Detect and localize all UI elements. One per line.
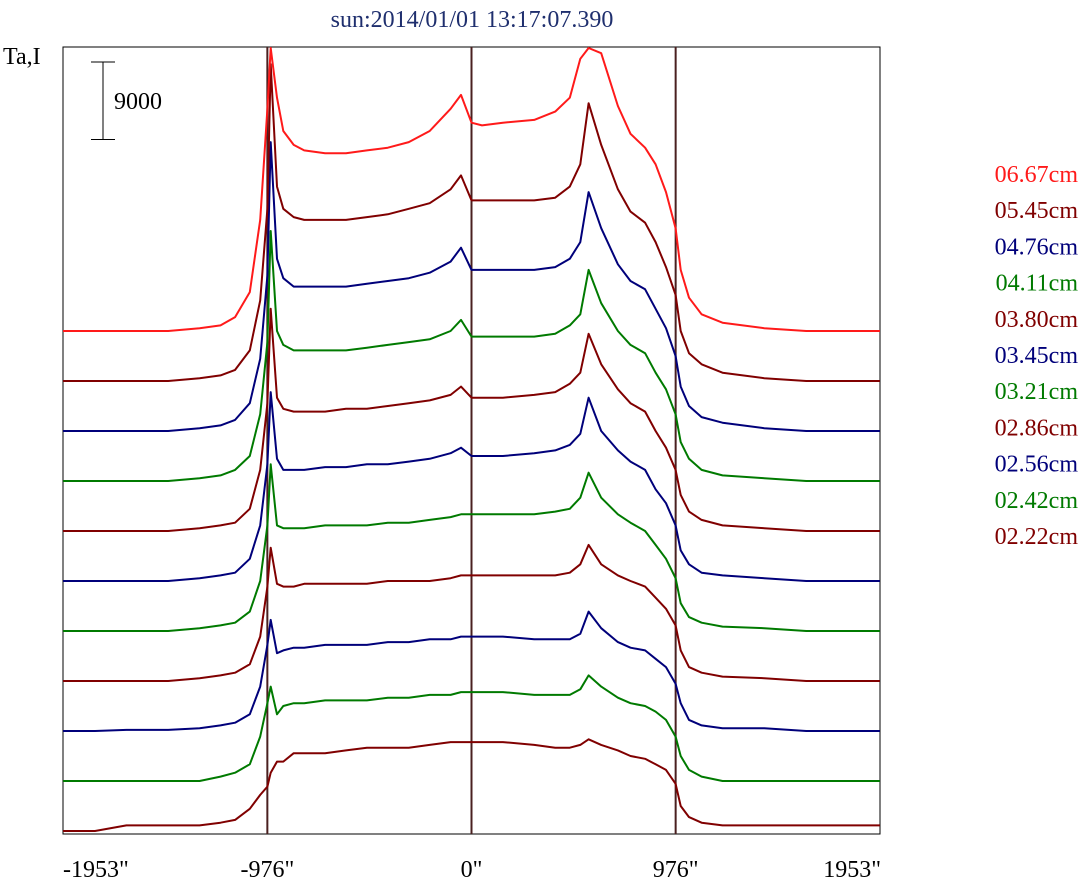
legend-entry-02.42cm: 02.42cm xyxy=(995,488,1079,514)
series-line-03.21cm xyxy=(63,463,880,632)
legend-entry-03.45cm: 03.45cm xyxy=(995,343,1079,369)
legend-entry-04.76cm: 04.76cm xyxy=(995,234,1079,260)
legend-entry-05.45cm: 05.45cm xyxy=(995,198,1079,224)
x-tick-label-3: 976" xyxy=(653,857,699,883)
series-group xyxy=(63,47,880,832)
x-tick-label-0: -1953" xyxy=(63,857,129,883)
x-tick-label-4: 1953" xyxy=(823,857,881,883)
legend-entry-03.80cm: 03.80cm xyxy=(995,307,1079,333)
chart-title: sun:2014/01/01 13:17:07.390 xyxy=(331,7,614,33)
series-line-06.67cm xyxy=(63,47,880,332)
legend-entry-06.67cm: 06.67cm xyxy=(995,162,1079,188)
series-line-04.76cm xyxy=(63,141,880,432)
series-line-02.56cm xyxy=(63,610,880,732)
series-line-05.45cm xyxy=(63,63,880,382)
legend-entry-02.56cm: 02.56cm xyxy=(995,452,1079,478)
legend: 06.67cm 05.45cm 04.76cm 04.11cm 03.80cm 03.45… xyxy=(995,162,1079,550)
series-line-03.80cm xyxy=(63,307,880,532)
scale-bar-label: 9000 xyxy=(114,89,162,115)
series-line-02.86cm xyxy=(63,543,880,682)
reference-lines xyxy=(266,47,677,834)
series-line-02.22cm xyxy=(63,738,880,832)
series-line-03.45cm xyxy=(63,391,880,582)
legend-entry-02.22cm: 02.22cm xyxy=(995,524,1079,550)
legend-entry-02.86cm: 02.86cm xyxy=(995,415,1079,441)
y-axis-label: Ta,I xyxy=(3,44,41,70)
series-line-04.11cm xyxy=(63,230,880,482)
scale-bar: 9000 xyxy=(91,61,162,140)
legend-entry-04.11cm: 04.11cm xyxy=(996,271,1079,297)
x-tick-labels: -1953" -976" 0" 976" 1953" xyxy=(63,857,881,883)
x-tick-label-2: 0" xyxy=(461,857,483,883)
x-tick-label-1: -976" xyxy=(240,857,294,883)
series-line-02.42cm xyxy=(63,674,880,782)
legend-entry-03.21cm: 03.21cm xyxy=(995,379,1079,405)
